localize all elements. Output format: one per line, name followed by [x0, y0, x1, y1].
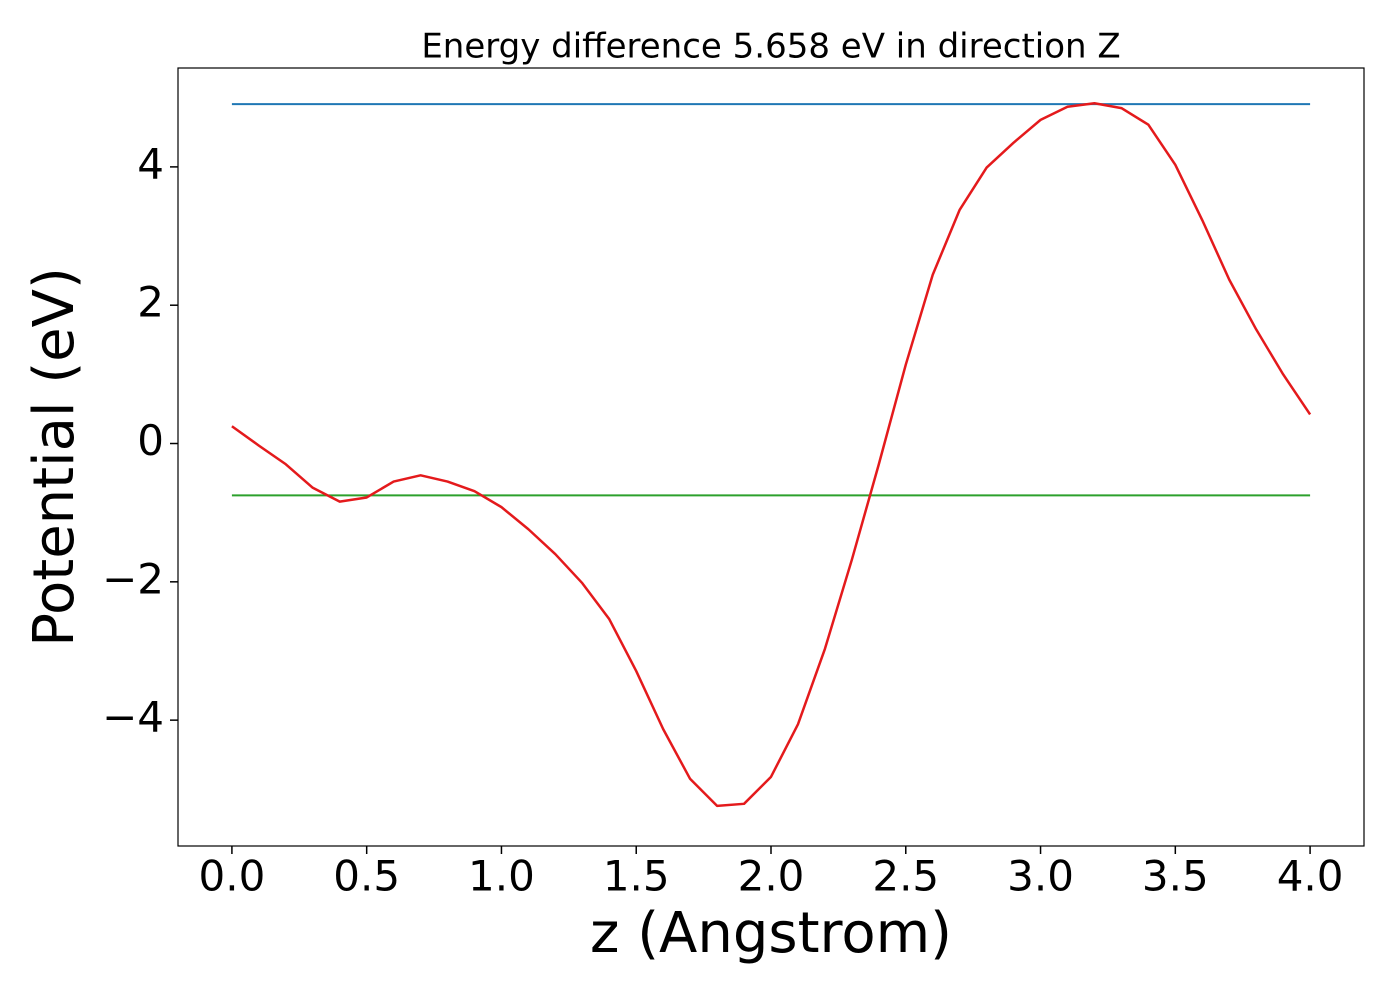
plot-frame — [177, 67, 1365, 847]
x-tick-label: 2.0 — [738, 852, 805, 901]
x-tick-label: 3.5 — [1142, 852, 1209, 901]
x-tick-label: 3.0 — [1007, 852, 1074, 901]
chart-title: Energy difference 5.658 eV in direction … — [421, 27, 1120, 67]
y-tick-label: 0 — [137, 416, 164, 465]
series-line — [231, 102, 1312, 808]
y-axis-label: Potential (eV) — [22, 267, 87, 647]
x-tick-label: 0.5 — [333, 852, 400, 901]
y-tick-label: 2 — [137, 278, 164, 327]
y-tick-label: −4 — [102, 693, 164, 742]
x-tick-label: 4.0 — [1277, 852, 1344, 901]
y-tick-label: 4 — [137, 139, 164, 188]
x-tick-label: 1.0 — [468, 852, 535, 901]
x-tick-label: 1.5 — [603, 852, 670, 901]
y-tick-label: −2 — [102, 554, 164, 603]
x-axis-label: z (Angstrom) — [590, 901, 952, 966]
x-tick-label: 2.5 — [872, 852, 939, 901]
x-tick-label: 0.0 — [199, 852, 266, 901]
